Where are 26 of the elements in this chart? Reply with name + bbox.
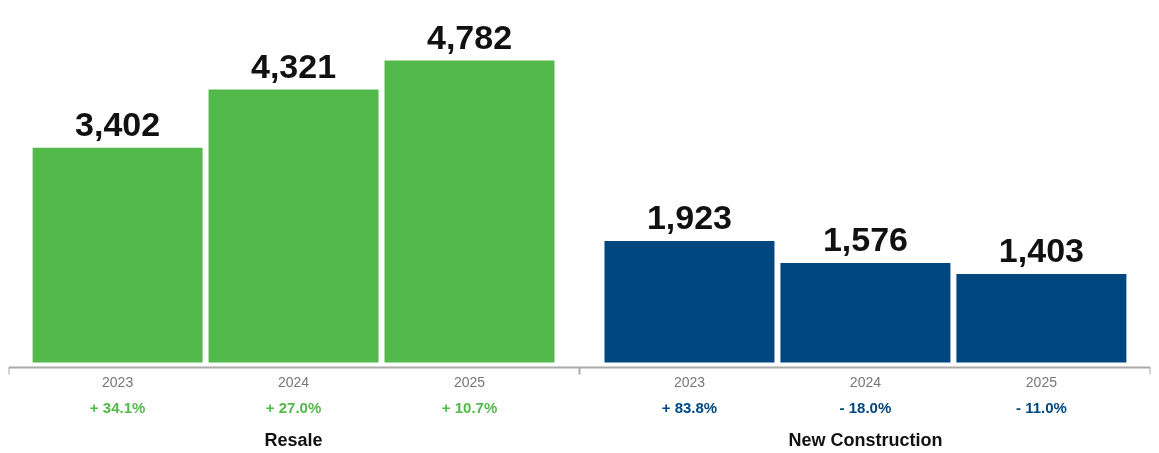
x-tick-label: 2025 (1025, 373, 1058, 390)
text: - 18.0% (839, 398, 892, 416)
bar (956, 273, 1127, 363)
x-tick-label: 2024 (849, 373, 882, 390)
text: + 34.1% (89, 398, 146, 416)
data-label: 3,402 (75, 104, 161, 143)
bar (32, 147, 203, 363)
data-label: 4,321 (251, 46, 337, 85)
text: + 83.8% (661, 398, 718, 416)
data-label: 1,403 (998, 230, 1084, 269)
bar (780, 262, 951, 363)
data-label: 1,576 (822, 219, 908, 258)
text: New Construction (788, 429, 943, 450)
text: + 10.7% (441, 398, 498, 416)
bar (604, 241, 775, 363)
bar (208, 89, 379, 363)
x-tick-label: 2025 (453, 373, 486, 390)
bar (384, 60, 555, 363)
data-label: 1,923 (646, 198, 733, 237)
text: + 27.0% (265, 398, 322, 416)
x-tick-label: 2023 (673, 373, 706, 390)
x-tick-label: 2023 (102, 373, 134, 390)
data-label: 4,782 (426, 17, 513, 56)
x-tick-label: 2024 (277, 373, 310, 390)
text: - 11.0% (1015, 398, 1067, 416)
text: Resale (264, 429, 323, 450)
